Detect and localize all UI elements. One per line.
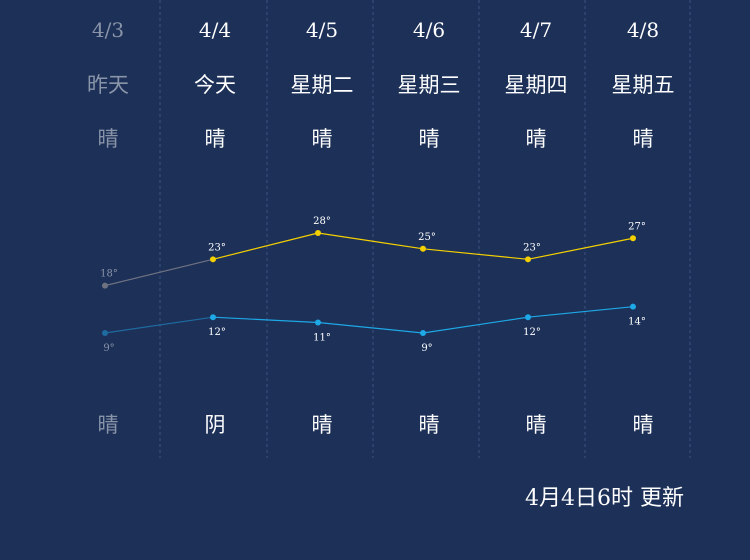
low-temp-label: 12°	[208, 327, 226, 338]
weekday-label: 星期四	[505, 73, 568, 97]
high-temp-point	[315, 230, 321, 236]
low-temp-point	[525, 314, 531, 321]
update-time-label: 4月4日6时 更新	[525, 486, 684, 511]
low-temp-segment	[317, 321, 424, 334]
high-temp-point	[630, 235, 636, 242]
day-weather-label: 晴	[205, 127, 226, 151]
high-temp-point	[102, 282, 108, 289]
weekday-label: 今天	[194, 73, 236, 97]
weekday-label: 星期五	[612, 73, 675, 97]
high-temp-label: 18°	[100, 269, 118, 280]
high-temp-segment	[104, 258, 214, 287]
high-temp-point	[420, 245, 426, 252]
high-temp-point	[525, 256, 531, 263]
low-temp-segment	[212, 316, 319, 324]
high-temp-segment	[212, 232, 319, 260]
low-temp-point	[210, 314, 216, 321]
date-label: 4/8	[627, 18, 659, 42]
temperature-points: 18° 23° 28° 25° 23° 27° 9° 12° 11° 9° 12° 14°	[100, 216, 646, 354]
day-weather-label: 晴	[312, 127, 333, 151]
day-weather-label: 晴	[633, 127, 654, 151]
low-temp-point	[315, 319, 321, 326]
low-temp-segment	[422, 316, 529, 334]
low-temp-point	[630, 303, 636, 310]
low-temp-segment	[527, 306, 634, 318]
weekday-label: 星期三	[398, 73, 461, 97]
low-temp-label: 11°	[313, 332, 331, 343]
date-label: 4/3	[92, 18, 124, 42]
date-label: 4/6	[413, 18, 445, 42]
high-temp-point	[210, 256, 216, 263]
high-temp-segment	[317, 232, 424, 250]
night-weather-label: 晴	[98, 413, 119, 437]
high-temp-segment	[527, 237, 634, 260]
column-dividers	[159, 0, 691, 458]
night-weather-label: 晴	[312, 413, 333, 437]
low-temp-point	[102, 330, 108, 336]
high-temp-label: 27°	[628, 221, 646, 232]
high-temp-label: 23°	[523, 242, 541, 253]
date-label: 4/4	[199, 18, 231, 42]
high-temp-label: 23°	[208, 242, 226, 253]
low-temp-label: 9°	[421, 343, 432, 354]
night-weather-label: 晴	[419, 413, 440, 437]
date-label: 4/7	[520, 18, 552, 42]
night-weather-label: 阴	[205, 413, 226, 437]
low-temp-label: 9°	[103, 343, 114, 354]
date-label: 4/5	[306, 18, 338, 42]
day-weather-label: 晴	[419, 127, 440, 151]
day-weather-label: 晴	[526, 127, 547, 151]
weekday-label: 昨天	[87, 73, 129, 97]
day-weather-label: 晴	[98, 127, 119, 151]
low-temp-point	[420, 330, 426, 336]
night-weather-label: 晴	[633, 413, 654, 437]
low-temp-label: 12°	[523, 327, 541, 338]
date-row: 4/3昨天晴晴4/4今天晴阴4/5星期二晴晴4/6星期三晴晴4/7星期四晴晴4/…	[87, 18, 675, 437]
high-temp-segment	[422, 248, 529, 260]
temperature-lines	[104, 232, 634, 334]
low-temp-label: 14°	[628, 317, 646, 328]
high-temp-label: 25°	[418, 232, 436, 243]
weekday-label: 星期二	[291, 73, 354, 97]
low-temp-segment	[104, 316, 214, 334]
high-temp-label: 28°	[313, 216, 331, 227]
night-weather-label: 晴	[526, 413, 547, 437]
